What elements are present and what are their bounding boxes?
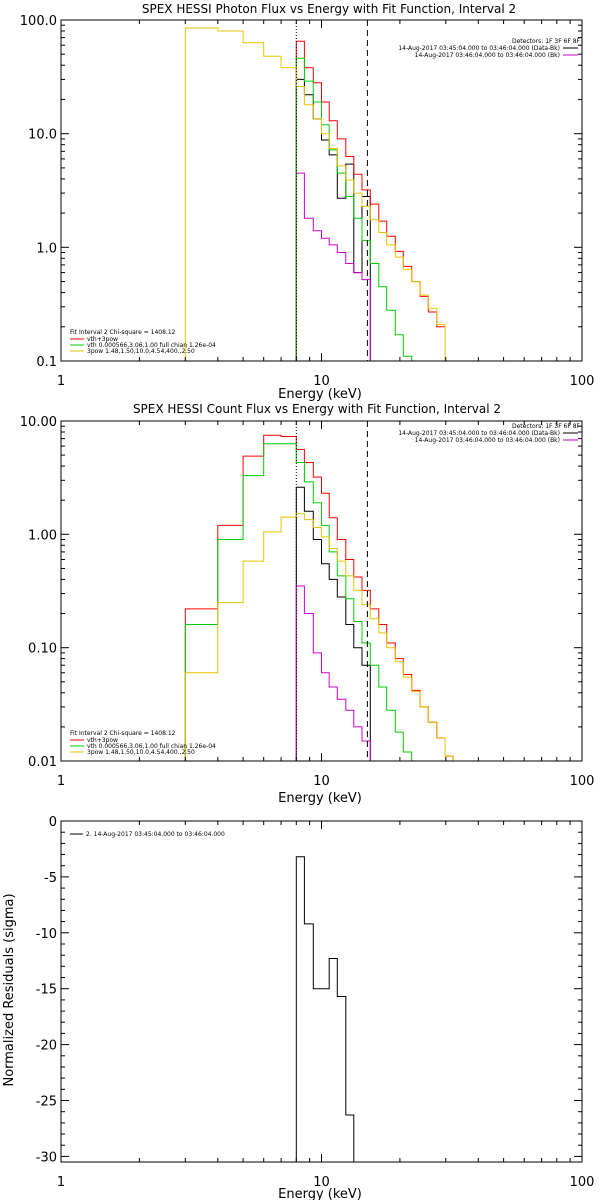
panel1-series-0 (295, 78, 371, 361)
panel1-x-label: Energy (keV) (278, 387, 362, 402)
panel3-y-tick-6: -30 (36, 1150, 57, 1165)
panel3-series (295, 856, 371, 1163)
panel2-axes (60, 420, 583, 762)
panel2-legend-text-2: 3pow 1.48,1.50,10.0,4.54,400.,2.50 (87, 749, 195, 756)
panel2-series-0 (295, 486, 371, 761)
panel3-x-tick-1: 1 (57, 1175, 65, 1190)
panel1-fit-line: Fit Interval 2 Chi-square = 1408.12 (70, 329, 176, 336)
panel1-series-1 (295, 172, 371, 361)
panel1-frame (60, 19, 583, 362)
panel1-detectors: Detectors: 1F 3F 6F 8F (512, 38, 581, 45)
panel2-x-tick-10: 10 (313, 774, 330, 789)
panel3-x-ticks: 1 10 100 (57, 1175, 595, 1190)
residuals-panel: 1 10 100 0 -5 -10 -15 -20 -25 -30 Energy… (2, 815, 594, 1200)
panel1-legend-text-1: vth 0.000566,3.06,1.00 full chian 1.26e-… (87, 342, 216, 349)
photon-flux-panel: SPEX HESSI Photon Flux vs Energy with Fi… (20, 2, 595, 402)
panel1-x-tick-1: 1 (57, 374, 65, 389)
panel3-y-tick-1: -5 (44, 871, 57, 886)
panel2-y-tick-0: 0.01 (28, 755, 57, 770)
panel2-series-1 (295, 585, 371, 761)
panel2-legend-text-1: vth 0.000566,3.06,1.00 full chian 1.26e-… (87, 743, 216, 750)
panel2-x-ticks: 1 10 100 (57, 774, 595, 789)
panel3-series-0 (295, 856, 371, 1163)
panel3-y-label: Normalized Residuals (sigma) (2, 893, 17, 1086)
panel3-y-tick-5: -25 (36, 1095, 57, 1110)
panel2-bk-label: 14-Aug-2017 03:46:04.000 to 03:46:04.000… (415, 437, 560, 444)
panel3-x-tick-10: 10 (313, 1175, 330, 1190)
panel2-frame (60, 420, 583, 762)
panel1-y-ticks: 0.1 1.0 10.0 100.0 (20, 14, 57, 370)
panel2-detectors: Detectors: 1F 3F 6F 8F (512, 423, 581, 430)
panel2-x-tick-100: 100 (570, 774, 595, 789)
panel1-series-4 (184, 27, 446, 361)
panel2-x-tick-1: 1 (57, 774, 65, 789)
panel3-y-tick-0: 0 (49, 815, 57, 830)
panel1-y-tick-2: 10.0 (28, 128, 57, 143)
panel2-y-tick-3: 10.00 (20, 415, 57, 430)
panel3-x-tick-100: 100 (570, 1175, 595, 1190)
panel3-frame (60, 820, 583, 1163)
panel2-series-2 (184, 434, 454, 761)
panel1-axes (60, 19, 583, 362)
panel2-fit-line: Fit Interval 2 Chi-square = 1408.12 (70, 730, 176, 737)
panel3-y-tick-4: -20 (36, 1039, 57, 1054)
panel2-y-ticks: 0.01 0.10 1.00 10.00 (20, 415, 57, 770)
panel1-title: SPEX HESSI Photon Flux vs Energy with Fi… (142, 2, 516, 16)
panel2-y-tick-1: 0.10 (28, 642, 57, 657)
panel2-y-tick-2: 1.00 (28, 528, 57, 543)
panel1-data-bk-label: 14-Aug-2017 03:45:04.000 to 03:46:04.000… (398, 45, 560, 52)
panel1-y-tick-0: 0.1 (36, 355, 57, 370)
panel1-bk-label: 14-Aug-2017 03:46:04.000 to 03:46:04.000… (415, 52, 560, 59)
panel1-x-tick-100: 100 (570, 374, 595, 389)
count-flux-panel: SPEX HESSI Count Flux vs Energy with Fit… (20, 402, 595, 806)
panel2-series-4 (184, 513, 454, 761)
panel1-y-tick-3: 100.0 (20, 14, 57, 29)
panel2-data-bk-label: 14-Aug-2017 03:45:04.000 to 03:46:04.000… (398, 430, 560, 437)
panel3-x-label: Energy (keV) (278, 1187, 362, 1200)
panel2-series (184, 434, 454, 761)
panel1-y-tick-1: 1.0 (36, 241, 57, 256)
panel3-y-tick-3: -15 (36, 983, 57, 998)
panel1-x-ticks: 1 10 100 (57, 374, 595, 389)
panel2-title: SPEX HESSI Count Flux vs Energy with Fit… (133, 402, 501, 416)
panel3-legend-text: 2. 14-Aug-2017 03:45:04.000 to 03:46:04.… (86, 831, 225, 838)
panel2-legend-text-0: vth+3pow (87, 737, 118, 744)
panel2-x-label: Energy (keV) (278, 791, 362, 806)
panel1-series (184, 27, 446, 361)
panel3-axes (60, 820, 583, 1163)
panel1-legend-text-0: vth+3pow (87, 336, 118, 343)
panel3-y-tick-2: -10 (36, 927, 57, 942)
panel1-series-3 (295, 57, 413, 361)
panel1-x-tick-10: 10 (313, 374, 330, 389)
panel3-y-ticks: 0 -5 -10 -15 -20 -25 -30 (36, 815, 57, 1165)
panel1-legend-text-2: 3pow 1.48,1.50,10.0,4.54,400.,2.50 (87, 348, 195, 355)
